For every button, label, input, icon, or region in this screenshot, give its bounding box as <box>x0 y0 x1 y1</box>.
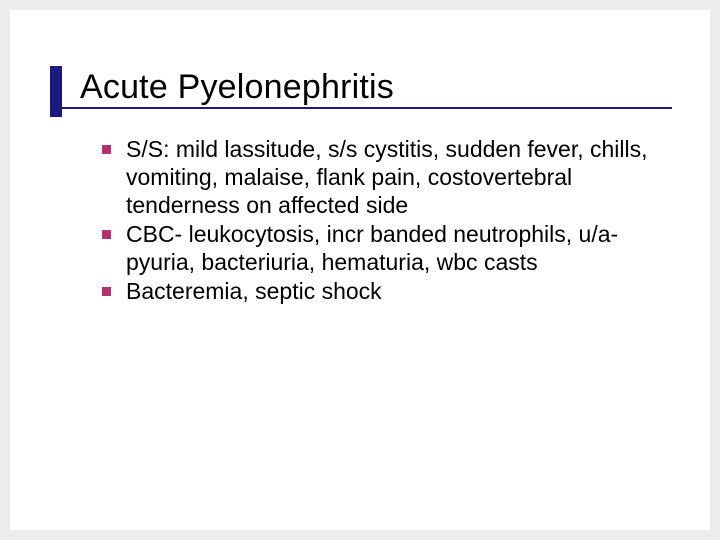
accent-bar <box>50 66 62 117</box>
square-bullet-icon <box>102 287 111 296</box>
list-item: CBC- leukocytosis, incr banded neutrophi… <box>102 220 662 276</box>
bullet-text: Bacteremia, septic shock <box>126 278 382 304</box>
bullet-text: CBC- leukocytosis, incr banded neutrophi… <box>126 221 618 275</box>
list-item: S/S: mild lassitude, s/s cystitis, sudde… <box>102 135 662 219</box>
slide-title: Acute Pyelonephritis <box>80 68 662 107</box>
bullet-list: S/S: mild lassitude, s/s cystitis, sudde… <box>80 131 662 305</box>
square-bullet-icon <box>102 145 111 154</box>
accent-rule <box>50 107 672 109</box>
title-area: Acute Pyelonephritis <box>80 68 662 117</box>
bullet-text: S/S: mild lassitude, s/s cystitis, sudde… <box>126 136 648 218</box>
square-bullet-icon <box>102 230 111 239</box>
slide: Acute Pyelonephritis S/S: mild lassitude… <box>10 10 710 530</box>
list-item: Bacteremia, septic shock <box>102 277 662 305</box>
